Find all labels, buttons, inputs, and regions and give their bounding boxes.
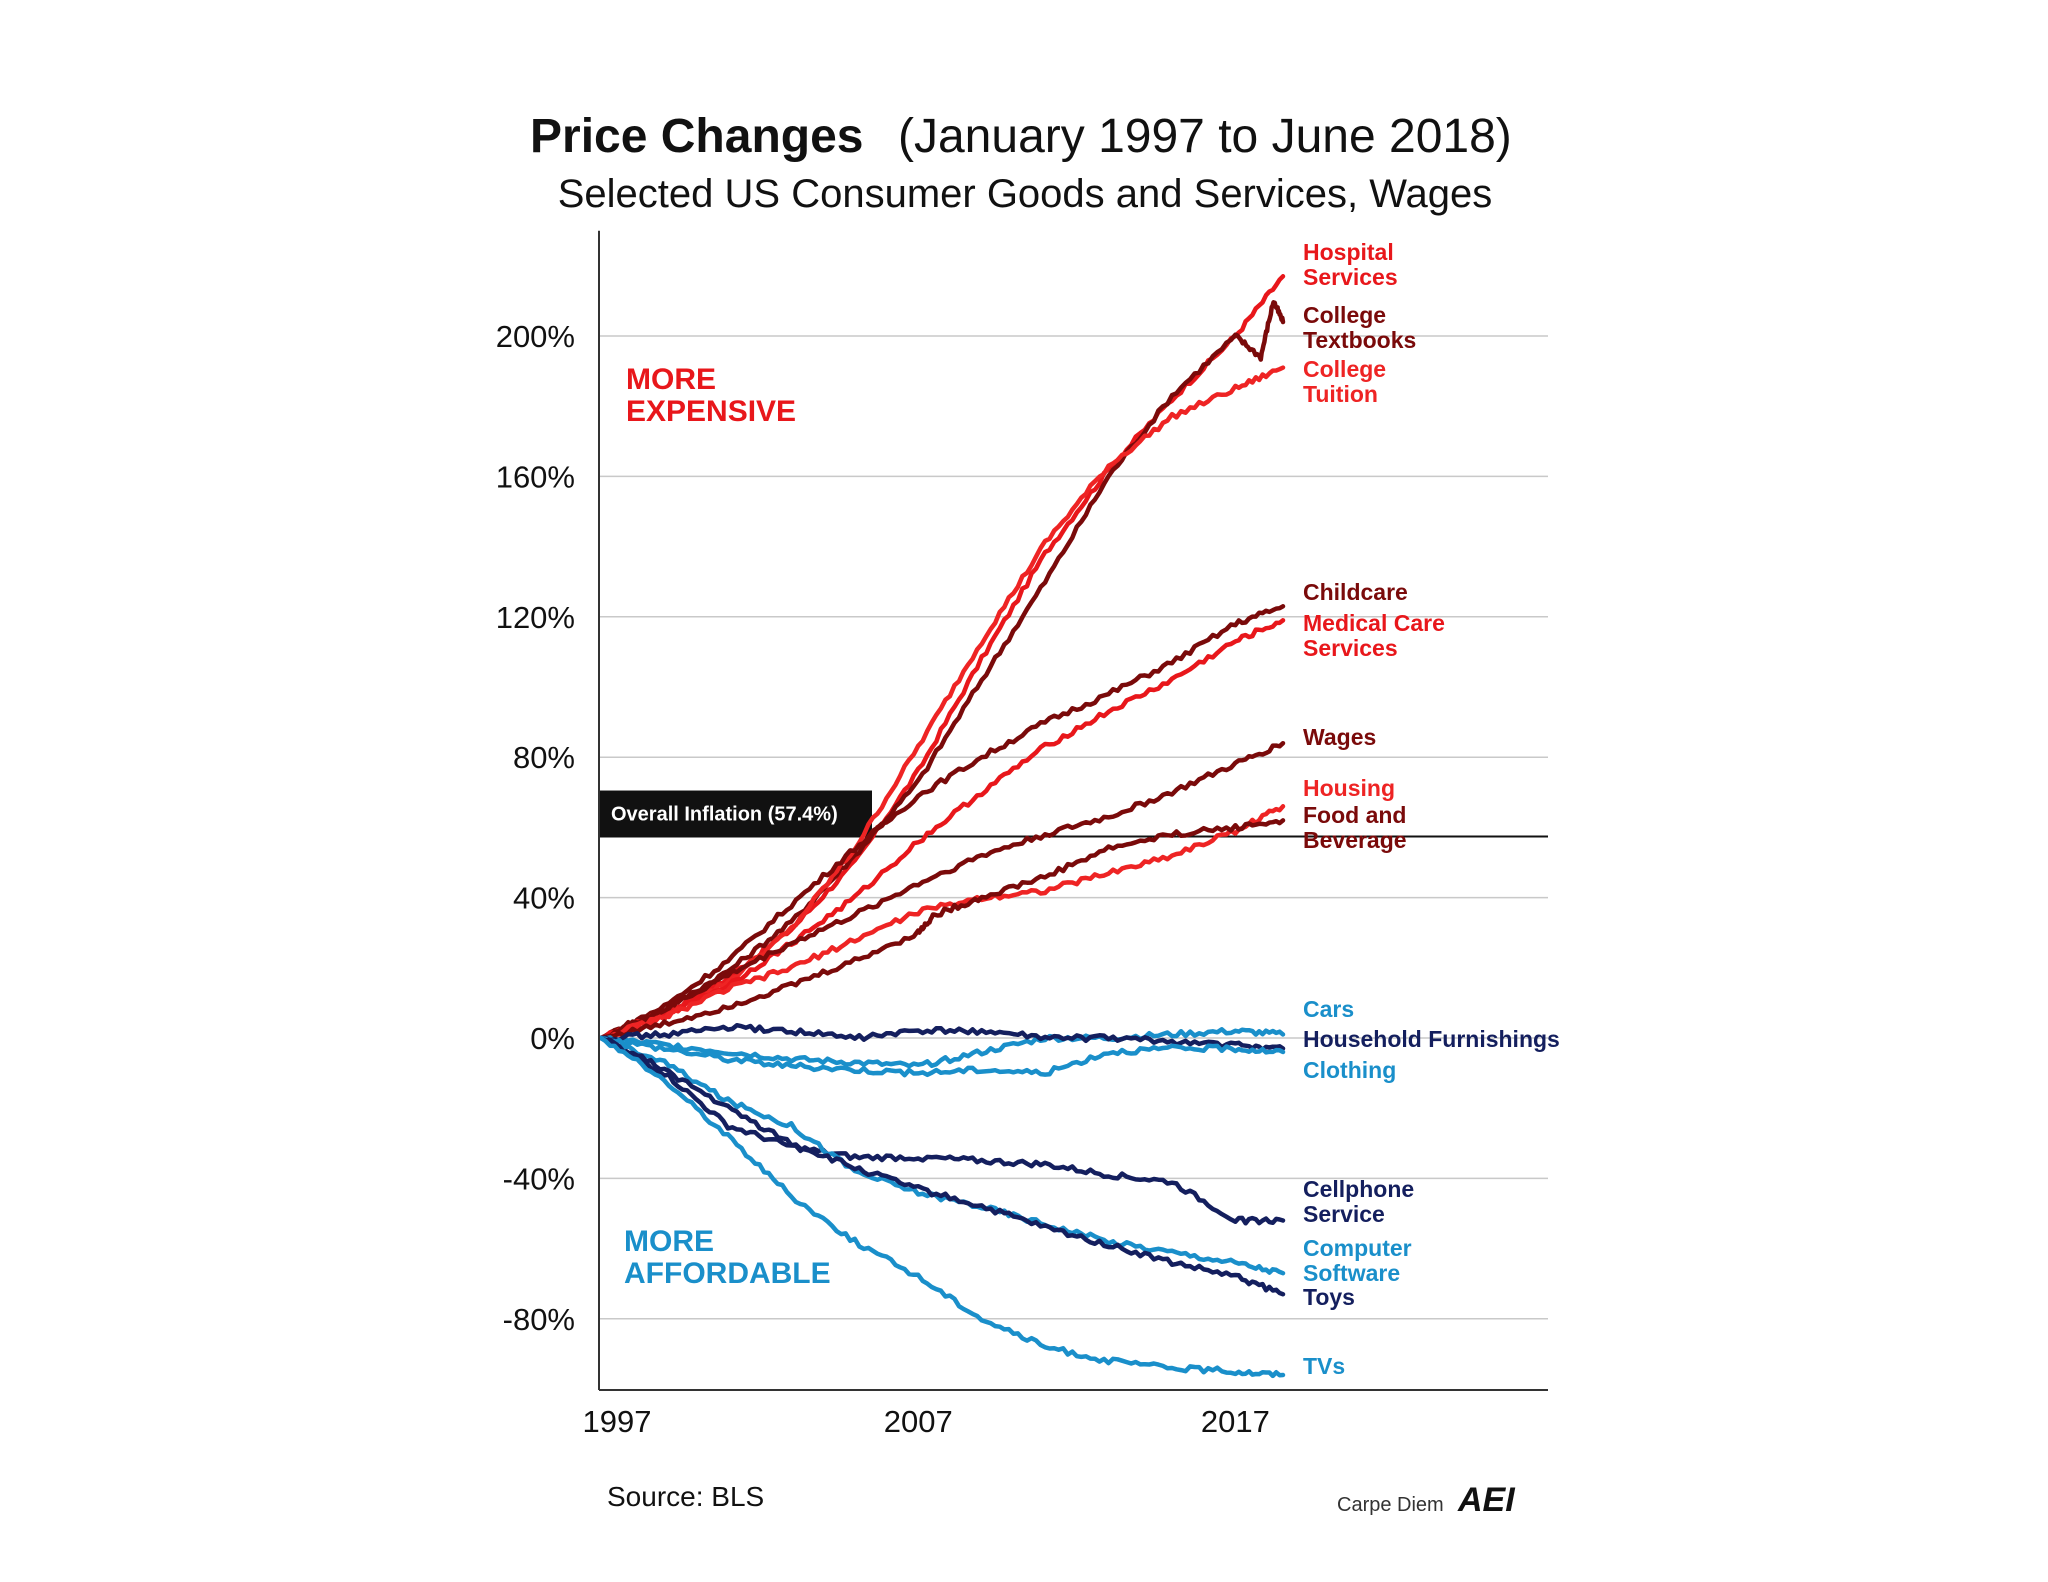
series-label-college-textbooks: College Textbooks [1303,302,1416,353]
series-label-computer-software: Computer Software [1303,1235,1412,1286]
series-line-college-textbooks [598,300,1286,1041]
series-label-college-tuition: College Tuition [1303,356,1386,407]
y-tick-label: 80% [513,740,575,775]
series-label-clothing: Clothing [1303,1057,1396,1083]
y-tick-label: 40% [513,881,575,916]
series-line-toys [598,1035,1286,1297]
series-line-clothing [598,1035,1286,1078]
series-label-housing: Housing [1303,775,1395,801]
series-line-food-and-beverage [598,818,1286,1041]
series-label-food-and-beverage: Food and Beverage [1303,802,1407,853]
y-tick-label: 200% [496,319,575,354]
series-line-housing [598,804,1286,1041]
more-affordable-annotation: MORE AFFORDABLE [624,1225,831,1290]
chart-subtitle: Selected US Consumer Goods and Services,… [558,172,1493,216]
x-tick-label: 2017 [1201,1404,1270,1439]
x-tick-label: 2007 [884,1404,953,1439]
source-note: Source: BLS [607,1481,764,1512]
y-tick-label: -40% [503,1161,575,1196]
series-label-cars: Cars [1303,996,1354,1022]
series-line-childcare [598,604,1286,1041]
more-expensive-annotation: MORE EXPENSIVE [626,363,796,428]
series-label-household-furnishings: Household Furnishings [1303,1026,1560,1052]
y-tick-label: 0% [530,1021,575,1056]
series-label-cellphone-service: Cellphone Service [1303,1176,1414,1227]
y-tick-label: 160% [496,459,575,494]
chart-title: Price Changes [530,110,863,163]
chart-title-period: (January 1997 to June 2018) [898,110,1512,163]
x-tick-label: 1997 [583,1404,652,1439]
series-label-hospital-services: Hospital Services [1303,239,1398,290]
y-tick-label: -80% [503,1302,575,1337]
series-label-toys: Toys [1303,1284,1355,1310]
series-label-tvs: TVs [1303,1353,1345,1379]
series-line-tvs [598,1035,1286,1379]
series-line-cars [598,1027,1286,1069]
series-line-household-furnishings [598,1022,1286,1052]
series-line-college-tuition [598,365,1286,1041]
series-line-cellphone-service [598,1035,1286,1226]
brand-name: Carpe Diem [1337,1494,1444,1516]
inflation-label-box [600,790,872,837]
inflation-label: Overall Inflation (57.4%) [611,804,838,826]
series-label-medical-care-services: Medical Care Services [1303,610,1445,661]
y-tick-label: 120% [496,600,575,635]
aei-logo: AEI [1457,1481,1516,1519]
series-line-wages [598,740,1286,1041]
series-label-childcare: Childcare [1303,579,1408,605]
series-label-wages: Wages [1303,724,1376,750]
